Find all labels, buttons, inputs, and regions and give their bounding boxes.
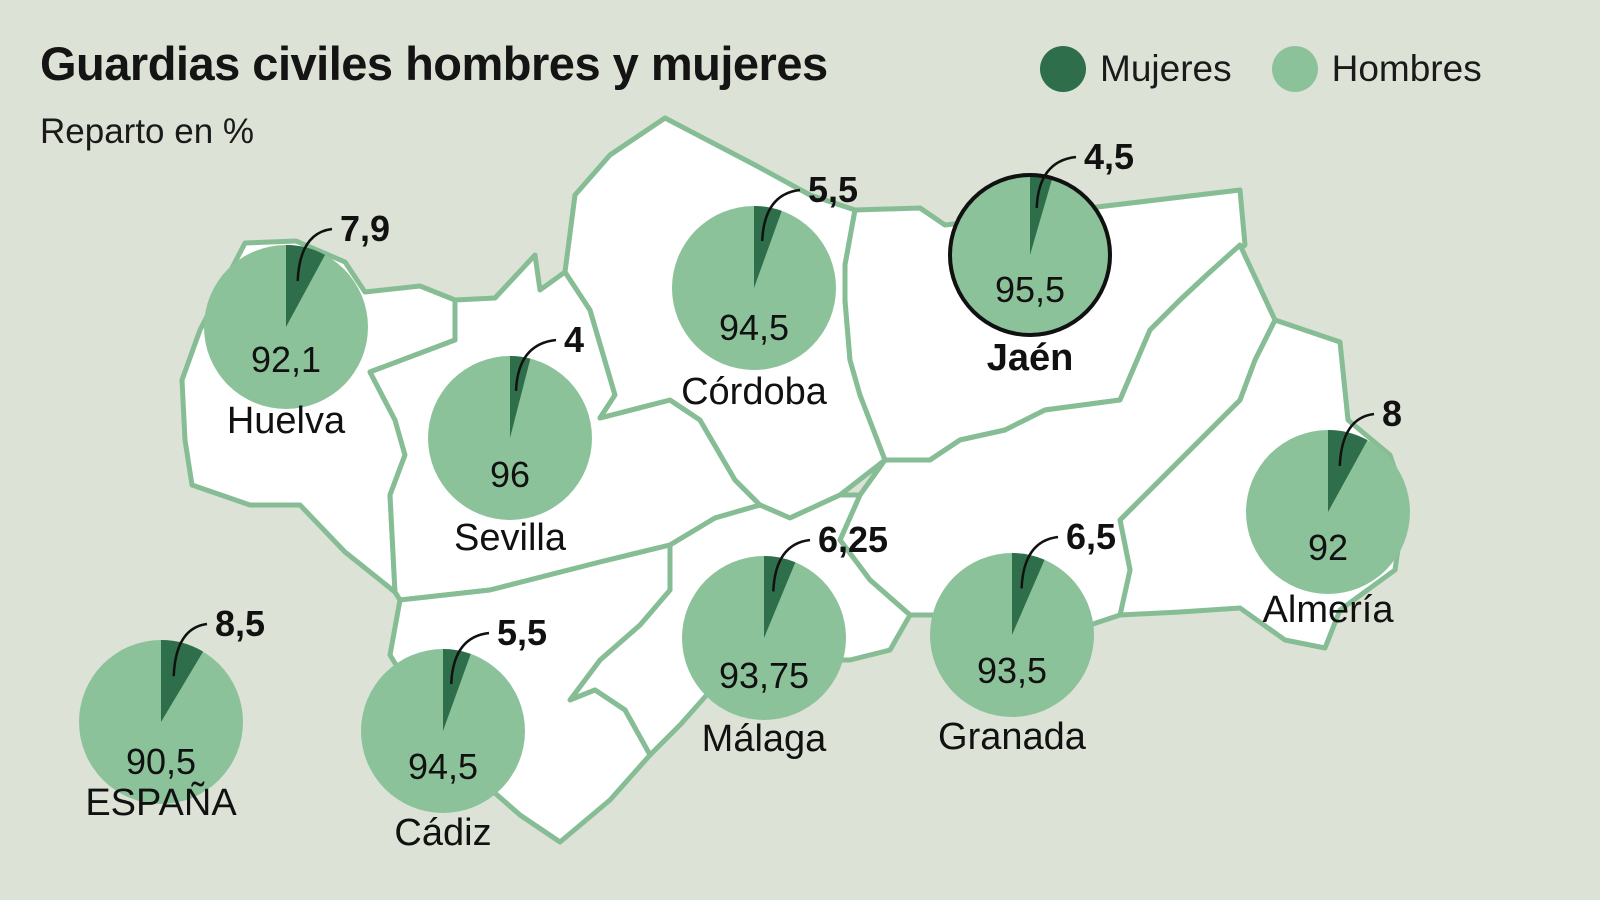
- pie-label-hombres-espana: 90,5: [126, 741, 196, 782]
- pie-label-mujeres-sevilla: 4: [564, 319, 584, 360]
- pie-slice-mujeres-cadiz: [443, 649, 471, 731]
- pie-label-hombres-huelva: 92,1: [251, 339, 321, 380]
- pie-slice-mujeres-granada: [1012, 553, 1045, 635]
- region-label-cordoba: Córdoba: [681, 371, 828, 413]
- pie-malaga: 6,25 93,75 Málaga: [682, 519, 888, 760]
- pie-label-hombres-sevilla: 96: [490, 454, 530, 495]
- legend-label-hombres: Hombres: [1331, 48, 1482, 89]
- legend-item-hombres: Hombres: [1271, 46, 1482, 92]
- pie-label-mujeres-almeria: 8: [1382, 393, 1402, 434]
- region-label-malaga: Málaga: [702, 718, 827, 760]
- leader-line-jaen: [1035, 155, 1077, 208]
- pie-granada: 6,5 93,5 Granada: [930, 516, 1116, 758]
- pie-cordoba: 5,5 94,5 Córdoba: [672, 169, 858, 413]
- region-label-jaen: Jaén: [987, 337, 1074, 379]
- region-label-sevilla: Sevilla: [454, 517, 567, 559]
- pie-label-mujeres-jaen: 4,5: [1084, 136, 1134, 177]
- chart-title: Guardias civiles hombres y mujeres: [40, 37, 828, 90]
- legend: Mujeres Hombres: [1040, 46, 1522, 92]
- pie-slice-mujeres-malaga: [764, 556, 796, 638]
- pie-label-mujeres-cadiz: 5,5: [497, 612, 547, 653]
- region-label-almeria: Almería: [1263, 589, 1395, 631]
- chart-subtitle: Reparto en %: [40, 112, 255, 151]
- leader-line-espana: [172, 622, 208, 677]
- leader-line-granada: [1020, 535, 1059, 589]
- legend-label-mujeres: Mujeres: [1100, 48, 1232, 89]
- region-label-granada: Granada: [938, 716, 1087, 758]
- pie-sevilla: 4 96 Sevilla: [428, 319, 592, 559]
- legend-swatch-mujeres: [1040, 46, 1086, 92]
- pie-slice-mujeres-almeria: [1328, 430, 1368, 512]
- pies: 7,9 92,1 Huelva 4 96 Sevilla 5,5 94,5 Córdoba 4,5…: [79, 136, 1410, 854]
- pie-jaen: 4,5 95,5 Jaén: [948, 136, 1134, 379]
- leader-line-huelva: [296, 227, 333, 281]
- leader-line-cadiz: [449, 631, 490, 685]
- pie-slice-mujeres-sevilla: [510, 356, 531, 438]
- pie-label-mujeres-huelva: 7,9: [340, 208, 390, 249]
- pie-slice-mujeres-espana: [161, 640, 204, 722]
- pie-almeria: 8 92 Almería: [1246, 393, 1410, 631]
- pie-label-hombres-granada: 93,5: [977, 650, 1047, 691]
- pie-label-mujeres-granada: 6,5: [1066, 516, 1116, 557]
- leader-line-almeria: [1338, 412, 1375, 466]
- pie-slice-mujeres-huelva: [286, 245, 326, 327]
- pie-label-hombres-almeria: 92: [1308, 527, 1348, 568]
- region-label-espana: ESPAÑA: [85, 781, 237, 824]
- region-label-cadiz: Cádiz: [394, 812, 491, 854]
- pie-label-hombres-jaen: 95,5: [995, 269, 1065, 310]
- legend-item-mujeres: Mujeres: [1040, 46, 1232, 92]
- pie-label-hombres-cadiz: 94,5: [408, 746, 478, 787]
- legend-swatch-hombres: [1271, 46, 1318, 92]
- pie-label-hombres-cordoba: 94,5: [719, 307, 789, 348]
- region-label-huelva: Huelva: [227, 400, 346, 442]
- leader-line-sevilla: [514, 338, 557, 391]
- pie-slice-mujeres-jaen: [1030, 173, 1053, 255]
- pie-label-hombres-malaga: 93,75: [719, 655, 809, 696]
- pie-label-mujeres-malaga: 6,25: [818, 519, 888, 560]
- pie-huelva: 7,9 92,1 Huelva: [204, 208, 390, 442]
- pie-label-mujeres-espana: 8,5: [215, 603, 265, 644]
- leader-line-malaga: [772, 538, 811, 592]
- leader-line-cordoba: [760, 188, 801, 242]
- pie-slice-mujeres-cordoba: [754, 206, 782, 288]
- pie-highlight-ring-jaen: [948, 173, 1112, 337]
- pie-label-mujeres-cordoba: 5,5: [808, 169, 858, 210]
- pie-cadiz: 5,5 94,5 Cádiz: [361, 612, 547, 854]
